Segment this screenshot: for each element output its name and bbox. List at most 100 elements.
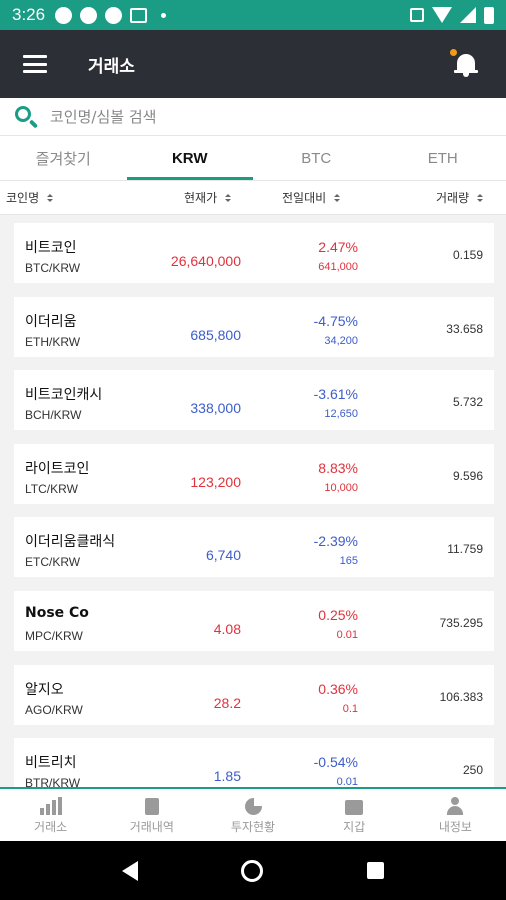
sort-by-volume-button[interactable]: 거래량	[436, 181, 484, 214]
sort-icon	[477, 193, 484, 202]
change-percent: -3.61%	[313, 386, 358, 402]
coin-pair: MPC/KRW	[25, 629, 83, 643]
coin-pair: LTC/KRW	[25, 482, 78, 496]
coin-pair: AGO/KRW	[25, 703, 83, 717]
current-price: 123,200	[190, 474, 241, 490]
sort-icon	[225, 193, 232, 202]
coin-row[interactable]: 이더리움클래식 ETC/KRW 6,740 -2.39% 165 11.759	[14, 517, 494, 577]
trade-volume: 735.295	[439, 616, 483, 630]
coin-row[interactable]: 비트코인 BTC/KRW 26,640,000 2.47% 641,000 0.…	[14, 223, 494, 283]
recent-apps-icon[interactable]	[367, 862, 385, 879]
coin-name: 이더리움클래식	[25, 534, 116, 550]
change-amount: 0.01	[336, 776, 358, 787]
change-amount: 641,000	[318, 261, 358, 273]
current-price: 6,740	[205, 547, 241, 563]
tab-favorites[interactable]: 즐겨찾기	[35, 151, 91, 168]
chart-notification-icon	[130, 7, 148, 23]
sort-icon	[334, 193, 341, 202]
change-percent: -0.54%	[313, 754, 358, 770]
app-bar: 거래소	[0, 30, 506, 98]
coin-name: 라이트코인	[25, 461, 90, 477]
coin-row[interactable]: Nose Co MPC/KRW 4.08 0.25% 0.01 735.295	[14, 591, 494, 651]
current-price: 28.2	[213, 695, 241, 711]
back-icon[interactable]	[121, 860, 138, 881]
system-navigation-bar	[0, 841, 506, 900]
change-amount: 0.1	[342, 703, 358, 715]
coin-row[interactable]: 알지오 AGO/KRW 28.2 0.36% 0.1 106.383	[14, 665, 494, 725]
trade-volume: 33.658	[446, 322, 483, 336]
page-title: 거래소	[88, 56, 135, 77]
current-price: 4.08	[213, 621, 241, 637]
coin-list[interactable]: 비트코인 BTC/KRW 26,640,000 2.47% 641,000 0.…	[0, 215, 506, 787]
change-percent: 2.47%	[318, 239, 358, 255]
trade-volume: 250	[462, 763, 483, 777]
sort-by-price-button[interactable]: 현재가	[184, 181, 232, 214]
sort-by-name-button[interactable]: 코인명	[6, 181, 54, 214]
status-time: 3:26	[12, 5, 46, 24]
coin-row[interactable]: 이더리움 ETH/KRW 685,800 -4.75% 34,200 33.65…	[14, 297, 494, 357]
coin-name: 비트리치	[25, 755, 77, 771]
home-icon[interactable]	[241, 859, 264, 882]
app-notification-icon	[80, 6, 98, 24]
document-icon	[144, 795, 159, 815]
coin-name: 알지오	[25, 682, 64, 698]
nav-investment-status[interactable]: 투자현황	[202, 789, 303, 841]
nav-label: 내정보	[438, 820, 472, 834]
change-percent: 0.25%	[318, 607, 358, 623]
trade-volume: 11.759	[447, 542, 483, 556]
change-percent: 8.83%	[318, 460, 358, 476]
vibrate-icon	[410, 8, 424, 22]
trade-volume: 0.159	[452, 248, 483, 262]
pie-chart-icon	[244, 795, 262, 815]
wallet-icon	[345, 795, 364, 815]
tab-eth[interactable]: ETH	[427, 150, 458, 167]
column-header: 코인명 현재가 전일대비 거래량	[0, 180, 506, 215]
wifi-icon	[432, 7, 452, 23]
tab-btc[interactable]: BTC	[301, 150, 332, 167]
notification-bell-icon[interactable]	[450, 49, 478, 77]
coin-pair: ETC/KRW	[25, 555, 81, 569]
nav-label: 거래내역	[129, 820, 174, 834]
status-system-icons	[410, 6, 494, 24]
trade-volume: 106.383	[439, 690, 483, 704]
coin-name: 이더리움	[25, 314, 77, 330]
tab-krw[interactable]: KRW	[126, 137, 254, 180]
nav-exchange[interactable]: 거래소	[0, 789, 101, 841]
coin-pair: ETH/KRW	[25, 335, 81, 349]
app-notification-icon	[55, 6, 73, 24]
status-bar: 3:26	[0, 0, 506, 30]
nav-wallet[interactable]: 지갑	[304, 789, 405, 841]
column-label-price: 현재가	[184, 191, 218, 205]
coin-pair: BTC/KRW	[25, 261, 81, 275]
status-notification-icons	[55, 6, 167, 24]
coin-pair: BCH/KRW	[25, 408, 82, 422]
current-price: 26,640,000	[170, 253, 241, 269]
change-amount: 34,200	[324, 335, 358, 347]
search-input[interactable]	[50, 107, 470, 126]
notification-badge	[450, 49, 457, 56]
current-price: 1.85	[213, 768, 241, 784]
nav-trade-history[interactable]: 거래내역	[101, 789, 202, 841]
hamburger-menu-icon[interactable]	[23, 55, 47, 73]
coin-row[interactable]: 비트코인캐시 BCH/KRW 338,000 -3.61% 12,650 5.7…	[14, 370, 494, 430]
coin-row[interactable]: 라이트코인 LTC/KRW 123,200 8.83% 10,000 9.596	[14, 444, 494, 504]
sort-by-change-button[interactable]: 전일대비	[282, 181, 341, 214]
search-icon	[14, 105, 39, 129]
chart-bars-icon	[39, 795, 62, 815]
person-icon	[446, 795, 464, 815]
sort-icon	[47, 193, 54, 202]
current-price: 685,800	[190, 327, 241, 343]
coin-pair: BTR/KRW	[25, 776, 81, 787]
change-amount: 165	[339, 555, 358, 567]
change-amount: 10,000	[324, 482, 358, 494]
change-amount: 0.01	[336, 629, 358, 641]
column-label-volume: 거래량	[436, 191, 470, 205]
nav-my-info[interactable]: 내정보	[405, 789, 506, 841]
coin-row[interactable]: 비트리치 BTR/KRW 1.85 -0.54% 0.01 250	[14, 738, 494, 787]
nav-label: 거래소	[34, 820, 68, 834]
bottom-nav: 거래소 거래내역 투자현황 지갑 내정보	[0, 787, 506, 841]
change-percent: 0.36%	[318, 681, 358, 697]
trade-volume: 9.596	[452, 469, 483, 483]
change-percent: -4.75%	[313, 313, 358, 329]
app-notification-icon	[105, 6, 123, 24]
